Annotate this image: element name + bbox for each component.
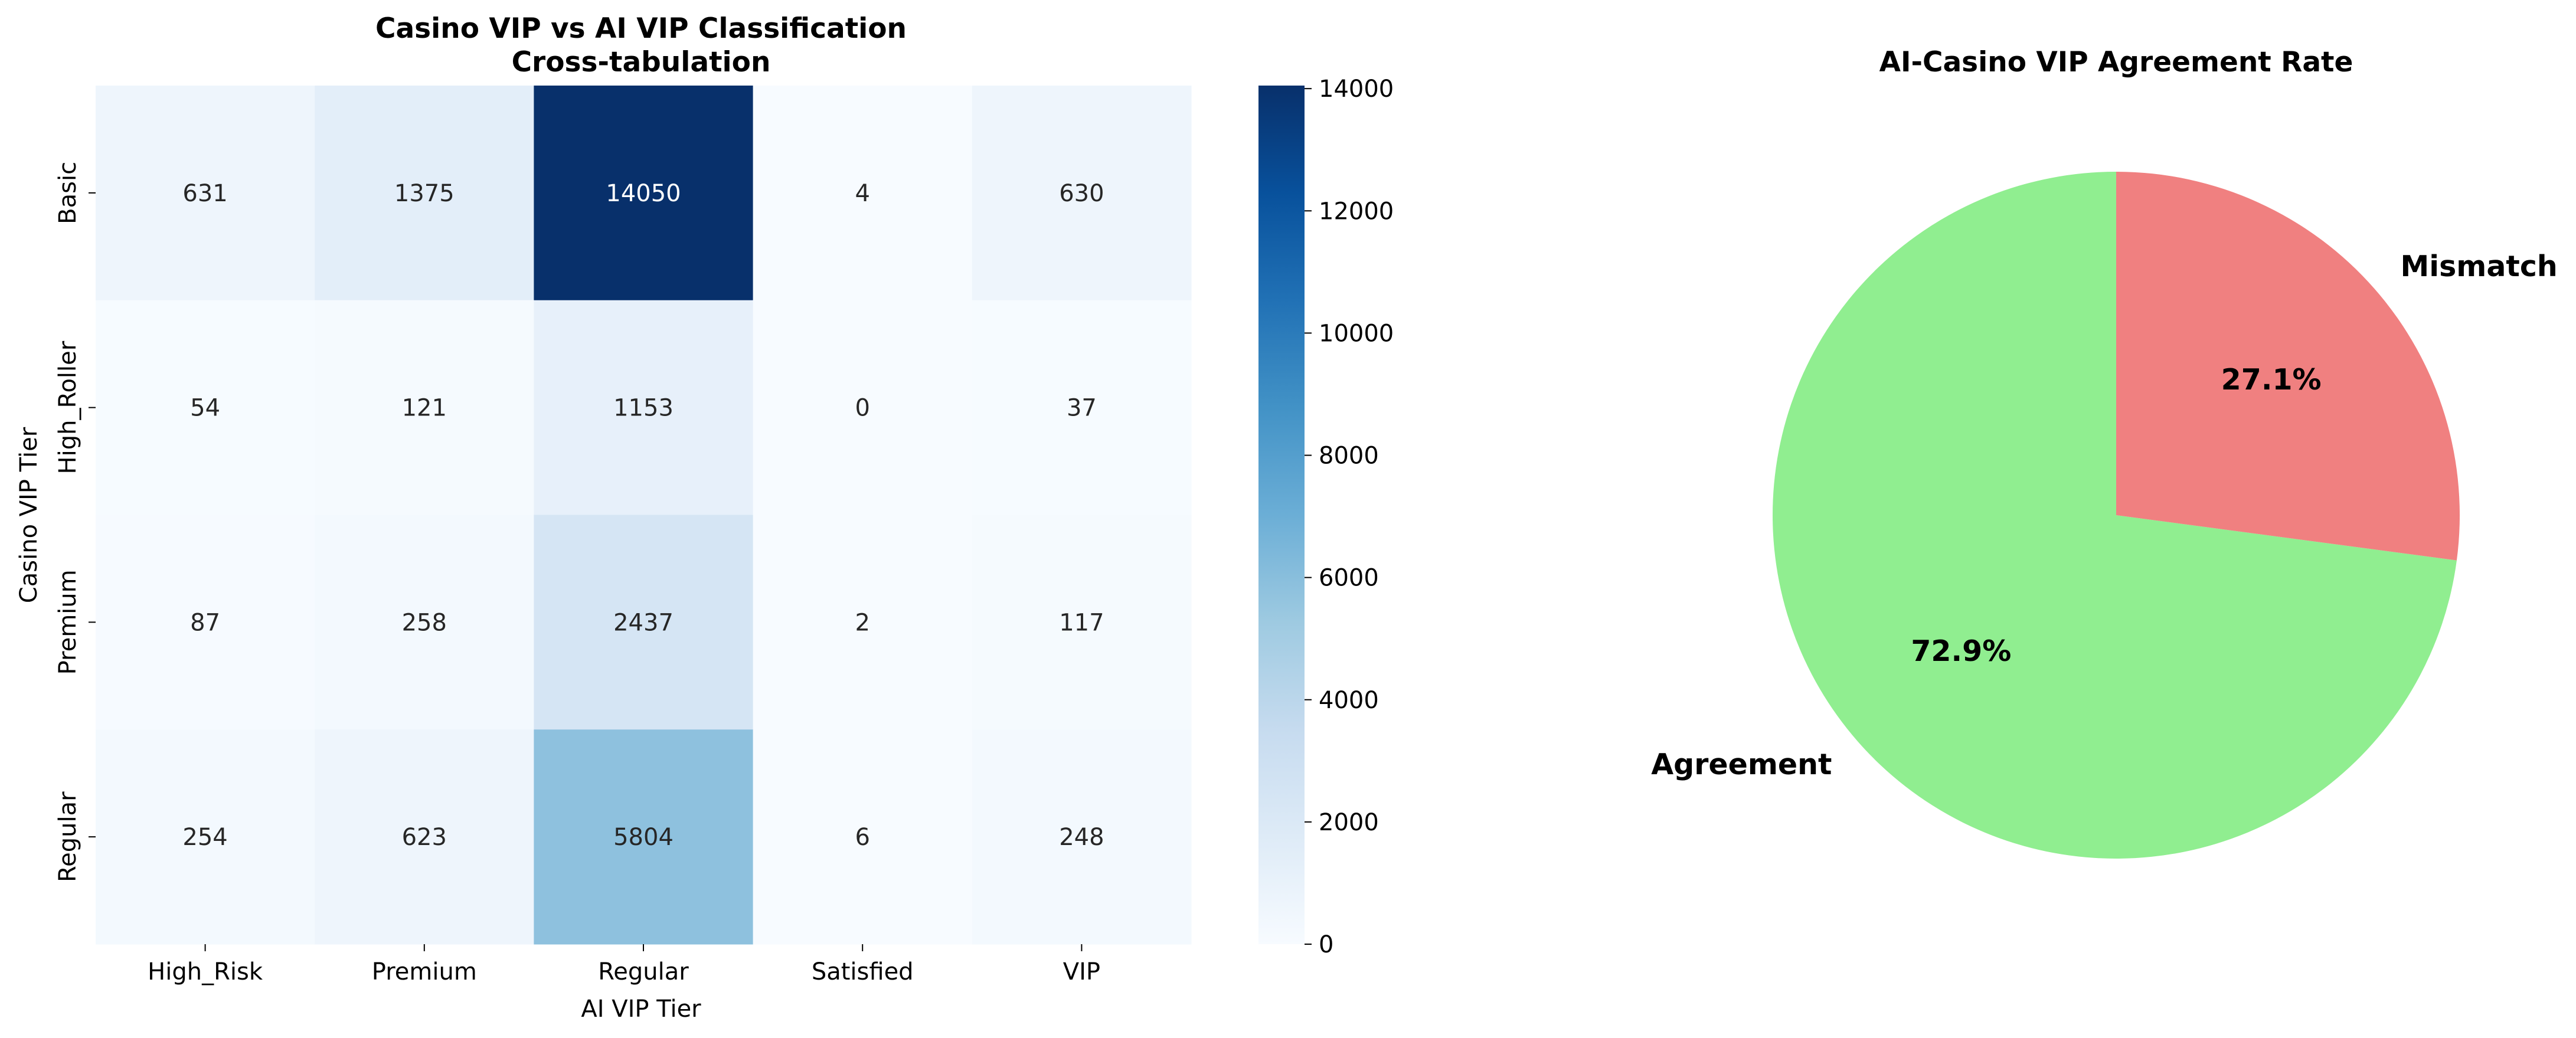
heatmap-cell: [315, 729, 534, 945]
pie-labels: 72.9% Agreement 27.1% Mismatch: [1651, 250, 2558, 781]
heatmap-cells: [96, 86, 1192, 945]
heatmap-cell-label: 631: [182, 180, 227, 207]
heatmap-cell: [534, 729, 754, 945]
pie-slice: [1772, 172, 2457, 859]
heatmap-cell-label: 87: [190, 609, 220, 636]
heatmap-y-axis-label: Casino VIP Tier: [15, 427, 43, 603]
heatmap-cell-label: 254: [182, 824, 227, 851]
colorbar-gradient: [1258, 86, 1305, 944]
colorbar-tick-label: 8000: [1319, 443, 1379, 470]
heatmap-cell: [96, 86, 315, 301]
heatmap-cell: [972, 515, 1192, 730]
pie-category-label: Mismatch: [2401, 250, 2558, 283]
pie-slice: [2116, 172, 2460, 561]
colorbar-tick-label: 6000: [1319, 565, 1379, 592]
y-tick-label: High_Roller: [54, 340, 81, 474]
heatmap-cell-label: 2: [855, 609, 869, 636]
x-tick-label: Premium: [372, 958, 477, 985]
pie-percent-label: 72.9%: [1911, 634, 2011, 668]
heatmap-cell-label: 1153: [613, 395, 674, 422]
heatmap-x-axis: High_Risk Premium Regular Satisfied VIP: [148, 944, 1100, 985]
heatmap-cell: [315, 515, 534, 730]
heatmap-cell: [753, 300, 973, 515]
pie-category-label: Agreement: [1651, 748, 1832, 781]
heatmap-cell-label: 117: [1059, 609, 1104, 636]
pie-percent-label: 27.1%: [2221, 363, 2322, 397]
heatmap-title: Casino VIP vs AI VIP Classification: [375, 12, 907, 45]
colorbar-tick-label: 4000: [1319, 687, 1379, 714]
colorbar-tick-label: 0: [1319, 931, 1333, 958]
heatmap-cell-label: 623: [402, 824, 447, 851]
heatmap-cell-label: 5804: [613, 824, 674, 851]
heatmap-cell: [96, 729, 315, 945]
heatmap-cell-label: 4: [855, 180, 869, 207]
heatmap-cell: [96, 300, 315, 515]
heatmap-cell-label: 37: [1067, 395, 1097, 422]
x-tick-label: Regular: [598, 958, 689, 985]
y-tick-label: Basic: [54, 162, 81, 224]
pie-panel: AI-Casino VIP Agreement Rate 72.9% Agreem…: [1651, 46, 2558, 859]
heatmap-panel: Casino VIP vs AI VIP Classification Cros…: [15, 12, 1192, 1023]
x-tick-label: VIP: [1063, 958, 1100, 985]
heatmap-cell: [96, 515, 315, 730]
heatmap-x-axis-label: AI VIP Tier: [581, 996, 701, 1023]
colorbar-tick-label: 2000: [1319, 809, 1379, 836]
heatmap-cell: [753, 729, 973, 945]
heatmap-cell-label: 630: [1059, 180, 1104, 207]
colorbar-tick-label: 10000: [1319, 320, 1394, 347]
heatmap-cell: [753, 86, 973, 301]
heatmap-cell-label: 54: [190, 395, 220, 422]
heatmap-cell-label: 1375: [394, 180, 455, 207]
heatmap-cell: [534, 515, 754, 730]
heatmap-cell: [315, 86, 534, 301]
heatmap-cell-labels: 631 1375 14050 4 630 54 121 1153 0 37 87 258 2437 2 11…: [182, 180, 1104, 851]
y-tick-label: Premium: [54, 569, 81, 674]
heatmap-cell: [972, 729, 1192, 945]
heatmap-cell: [315, 300, 534, 515]
heatmap-cell: [753, 515, 973, 730]
heatmap-cell-label: 14050: [606, 180, 681, 207]
heatmap-cell: [972, 300, 1192, 515]
heatmap-cell-label: 258: [402, 609, 447, 636]
heatmap-cell-label: 0: [855, 395, 869, 422]
colorbar-tick-label: 14000: [1319, 76, 1394, 103]
heatmap-y-axis: Basic High_Roller Premium Regular: [54, 162, 96, 882]
pie-title: AI-Casino VIP Agreement Rate: [1879, 46, 2353, 78]
colorbar: 0 2000 4000 6000 8000 10000 12000 14000: [1258, 76, 1394, 958]
heatmap-cell-label: 2437: [613, 609, 674, 636]
heatmap-cell-label: 6: [855, 824, 869, 851]
heatmap-subtitle: Cross-tabulation: [512, 46, 771, 78]
x-tick-label: High_Risk: [148, 958, 263, 985]
heatmap-cell: [534, 300, 754, 515]
colorbar-ticks: 0 2000 4000 6000 8000 10000 12000 14000: [1305, 76, 1394, 958]
y-tick-label: Regular: [54, 791, 81, 882]
colorbar-tick-label: 12000: [1319, 198, 1394, 225]
pie-slices: [1772, 172, 2460, 859]
heatmap-cell-label: 121: [402, 395, 447, 422]
heatmap-cell-label: 248: [1059, 824, 1104, 851]
x-tick-label: Satisfied: [812, 958, 914, 985]
heatmap-cell: [534, 86, 754, 301]
heatmap-cell: [972, 86, 1192, 301]
